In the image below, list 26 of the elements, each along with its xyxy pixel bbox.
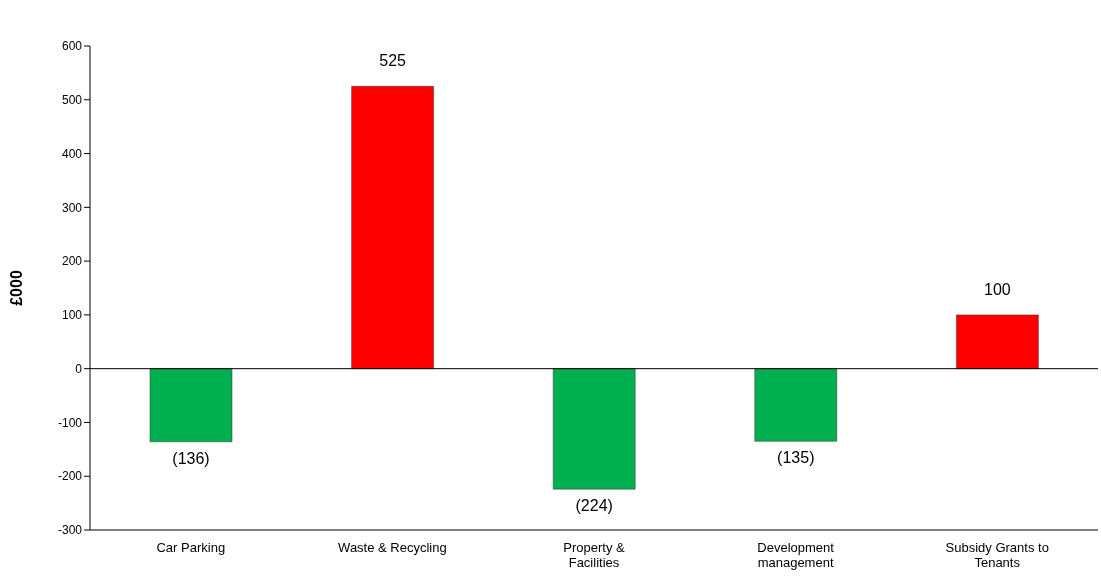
y-tick-label: -200 (57, 469, 83, 484)
bar (149, 368, 233, 443)
bar (956, 314, 1039, 369)
data-label: (224) (575, 497, 613, 515)
x-tick-label: Car Parking (156, 540, 226, 555)
bar (351, 86, 434, 369)
y-tick-label: 600 (61, 39, 83, 54)
data-label: (135) (777, 449, 815, 467)
data-label: 100 (984, 280, 1011, 298)
x-tick-label: Property & Facilities (563, 540, 626, 570)
x-tick-label: Subsidy Grants to Tenants (945, 540, 1049, 570)
x-tick-label: Development management (757, 540, 835, 570)
y-tick-label: 400 (61, 146, 83, 161)
data-label: 525 (379, 52, 407, 70)
y-tick-label: 100 (61, 308, 83, 323)
bar (754, 368, 838, 442)
data-label: (136) (172, 449, 210, 467)
y-tick-label: 300 (61, 200, 83, 215)
y-tick-label: -300 (57, 523, 83, 538)
y-axis-title: £000 (7, 270, 25, 306)
y-tick-label: -100 (57, 415, 83, 430)
y-tick-label: 200 (61, 254, 83, 269)
y-tick-label: 0 (75, 361, 83, 376)
y-tick-label: 500 (61, 93, 83, 108)
x-tick-label: Waste & Recycling (338, 540, 447, 555)
bar (552, 368, 636, 490)
